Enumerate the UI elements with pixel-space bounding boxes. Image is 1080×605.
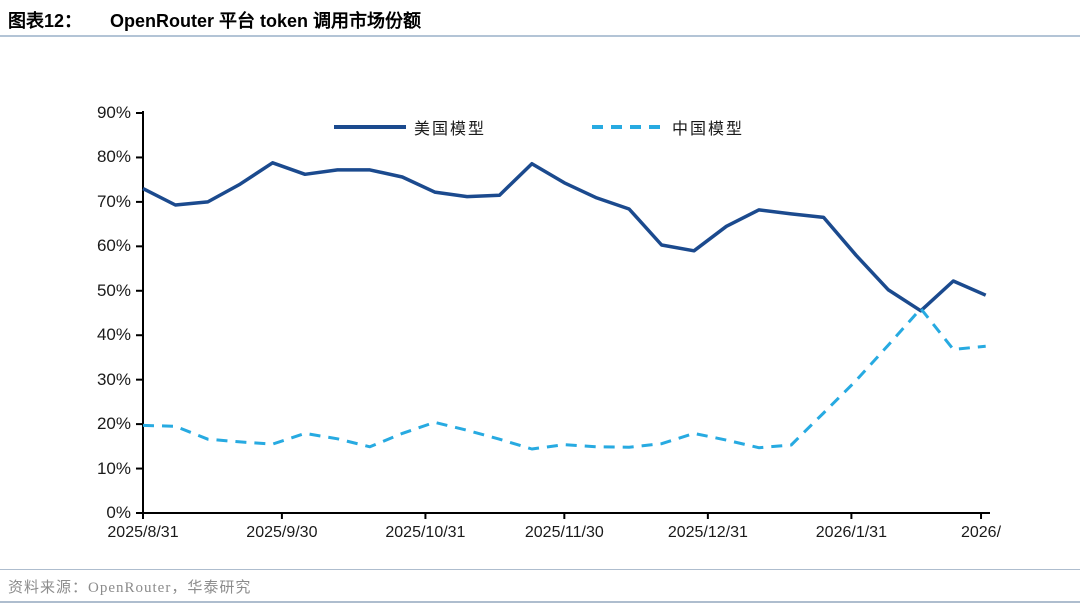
x-tick-label: 2025/9/30 — [246, 524, 318, 541]
x-tick-label: 2025/11/30 — [524, 524, 604, 541]
legend-label-us: 美国模型 — [414, 121, 487, 138]
legend-item-us-models: 美国模型 — [334, 118, 487, 138]
page-title: OpenRouter 平台 token 调用市场份额 — [110, 11, 422, 31]
footer-bottom-rule — [0, 601, 1080, 603]
footer-top-rule — [0, 569, 1080, 570]
y-tick-label: 30% — [96, 369, 131, 389]
legend-item-china-models: 中国模型 — [592, 118, 745, 138]
china-models-line — [142, 307, 986, 451]
y-tick-label: 60% — [96, 236, 131, 256]
y-tick-label: 20% — [96, 414, 131, 434]
y-tick-label: 50% — [96, 280, 131, 300]
source-note: 资料来源：OpenRouter，华泰研究 — [8, 580, 252, 596]
figure-label: 图表12： — [8, 11, 83, 31]
chart-header: 图表12： OpenRouter 平台 token 调用市场份额 — [8, 7, 421, 33]
x-tick-label: 2025/10/31 — [385, 524, 466, 541]
x-tick-label: 2025/8/31 — [107, 524, 179, 541]
y-tick-label: 0% — [106, 503, 131, 522]
y-tick-label: 90% — [96, 103, 131, 122]
x-tick-label: 2025/12/31 — [667, 524, 748, 541]
x-tick-label: 2026/ — [960, 524, 1002, 541]
solid-line-swatch — [334, 125, 406, 129]
x-tick-label: 2026/1/31 — [815, 524, 887, 541]
title-underline — [0, 35, 1080, 37]
legend-label-china: 中国模型 — [672, 121, 745, 138]
y-tick-label: 70% — [96, 191, 131, 211]
dashed-line-swatch — [592, 125, 664, 129]
y-tick-label: 80% — [96, 147, 131, 167]
y-tick-label: 40% — [96, 325, 131, 345]
y-tick-label: 10% — [96, 458, 131, 478]
us-models-line — [142, 161, 987, 313]
